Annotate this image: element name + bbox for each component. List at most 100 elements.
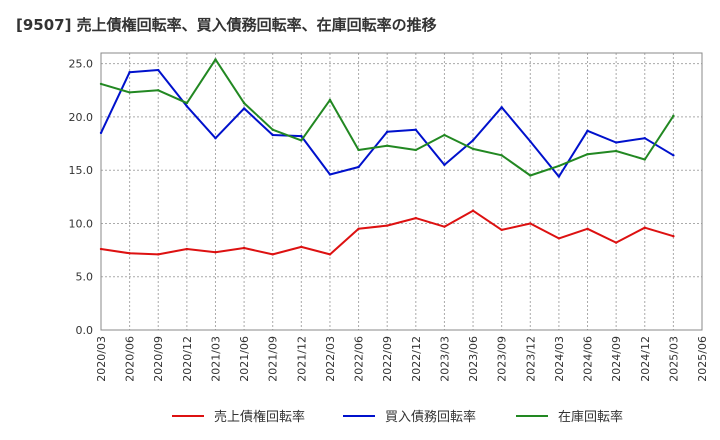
series-2-point [242,101,246,105]
series-2-point [328,98,332,102]
series-1-point [300,134,303,138]
x-tick-label: 2020/09 [152,336,165,382]
series-1-point [557,175,561,178]
series-0-point [414,216,418,220]
series-1-point [99,131,103,135]
series-0-point [471,209,475,212]
series-2-point [414,148,418,152]
series-0-point [557,237,561,240]
series-1-point [214,137,217,140]
y-tick-label: 5.0 [76,271,94,284]
series-1-point [672,154,675,157]
series-2-point [99,82,103,86]
series-2-point [443,133,446,137]
series-1-point [242,107,246,110]
series-0-point [586,227,589,230]
series-2-point [586,153,589,156]
series-1-point [443,163,446,167]
x-tick-label: 2022/12 [410,336,423,382]
series-2-point [471,147,475,151]
series-2-point [300,139,303,142]
series-2-point [643,158,646,161]
x-tick-label: 2023/09 [496,336,509,382]
series-2-point [157,89,160,92]
series-0-point [614,241,618,244]
x-tick-label: 2020/03 [95,336,108,382]
series-0-point [185,247,189,251]
x-tick-label: 2020/06 [124,336,137,382]
x-tick-label: 2022/03 [324,336,337,382]
series-2-point [614,149,618,153]
series-2-point [128,91,131,94]
series-0-point [357,227,360,230]
series-2-point [557,164,561,168]
y-tick-label: 25.0 [69,58,94,71]
x-tick-label: 2022/06 [353,336,366,382]
chart-title: [9507] 売上債権回転率、買入債務回転率、在庫回転率の推移 [16,16,437,34]
x-tick-label: 2025/03 [667,336,680,382]
series-2-point [214,58,217,61]
y-tick-label: 10.0 [69,217,94,230]
series-layer [99,58,675,256]
x-tick-label: 2022/09 [381,336,394,382]
series-1-point [128,70,131,74]
x-tick-label: 2020/12 [181,336,194,382]
series-2-point [357,148,360,152]
series-2-point [385,144,389,147]
series-2-point [529,174,532,177]
series-0-point [529,222,532,225]
plot-frame [100,52,703,331]
series-1-point [586,129,589,132]
x-tick-label: 2021/09 [267,336,280,382]
x-tick-label: 2025/06 [696,336,709,382]
x-tick-label: 2023/06 [467,336,480,382]
x-tick-label: 2021/03 [209,336,222,382]
series-0-point [214,251,217,254]
series-0-point [443,225,446,228]
series-2-point [672,114,675,118]
series-2-point [500,154,503,157]
x-tick-label: 2024/09 [610,336,623,382]
y-tick-label: 0.0 [76,324,94,337]
series-1-point [414,128,418,131]
x-axis-ticks: 2020/03 2020/06 2020/09 2020/12 2021/03 2021/… [95,336,709,382]
series-1-point [385,130,389,134]
x-tick-label: 2021/06 [238,336,251,382]
y-tick-label: 15.0 [69,164,94,177]
series-2-point [271,128,274,131]
grid-layer [101,53,702,331]
x-tick-label: 2024/06 [582,336,595,382]
x-tick-label: 2021/12 [295,336,308,382]
series-1-point [529,140,532,143]
series-0-point [242,246,246,250]
series-2-point [185,101,189,105]
x-tick-label: 2023/12 [524,336,537,382]
series-1-point [157,68,160,72]
y-tick-label: 20.0 [69,111,94,124]
series-1-point [185,105,189,108]
legend-label-0: 売上債権回転率 [214,409,305,425]
series-1-point [500,106,503,109]
series-1-point [328,173,332,176]
series-1-point [271,133,274,137]
series-0-point [672,235,675,238]
series-0-point [385,224,389,227]
series-0-point [328,253,332,256]
x-tick-label: 2024/03 [553,336,566,382]
series-1-point [643,137,646,140]
series-0-point [99,247,103,251]
legend-label-2: 在庫回転率 [558,409,623,425]
series-0-point [157,253,160,256]
series-1-point [614,141,618,144]
series-0-point [300,245,303,249]
x-tick-label: 2024/12 [639,336,652,382]
x-tick-label: 2023/03 [438,336,451,382]
series-0-point [500,228,503,232]
legend-label-1: 買入債務回転率 [385,409,476,425]
series-0-point [643,226,646,229]
legend: 売上債権回転率 買入債務回転率 在庫回転率 [172,409,623,425]
series-0-point [271,253,274,256]
series-1-point [357,165,360,169]
series-0-point [128,252,131,255]
